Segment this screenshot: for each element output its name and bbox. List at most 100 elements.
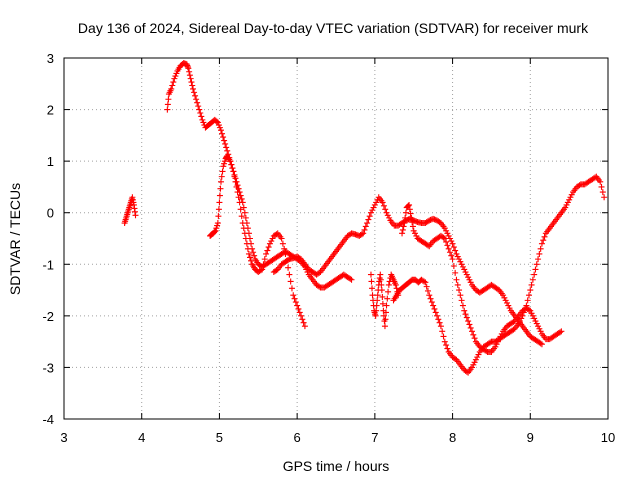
data-point: [261, 256, 268, 263]
x-tick-label: 9: [527, 430, 534, 445]
data-point: [380, 312, 387, 319]
data-point: [369, 285, 376, 292]
data-point: [164, 106, 171, 113]
data-point: [409, 223, 416, 230]
data-point: [457, 292, 464, 299]
data-point: [496, 336, 503, 343]
chart-title: Day 136 of 2024, Sidereal Day-to-day VTE…: [78, 20, 589, 36]
data-point: [454, 253, 461, 260]
data-point: [422, 279, 429, 286]
data-point: [510, 318, 517, 325]
data-point: [191, 89, 198, 96]
axis-ticks: 3 4 5 6 7 8 9 10 -4 -3 -2 -1 0 1 2 3: [42, 51, 615, 445]
data-point: [373, 307, 380, 314]
data-point: [537, 245, 544, 252]
data-point: [273, 231, 280, 238]
data-point: [592, 174, 599, 181]
data-point: [537, 340, 544, 347]
data-point: [378, 287, 385, 294]
data-point: [381, 323, 388, 330]
data-point: [446, 249, 453, 256]
data-point: [536, 250, 543, 257]
data-point: [515, 320, 522, 327]
data-point: [535, 323, 542, 330]
data-point: [273, 267, 280, 274]
data-point: [443, 238, 450, 245]
data-point: [399, 226, 406, 233]
data-point: [361, 226, 368, 233]
data-point: [444, 230, 451, 237]
data-point: [525, 306, 532, 313]
data-point: [402, 214, 409, 221]
data-point: [470, 361, 477, 368]
series-segment-1: [121, 194, 139, 227]
data-point: [463, 314, 470, 321]
data-point: [220, 134, 227, 141]
y-tick-label: 2: [47, 103, 54, 118]
data-point: [260, 261, 267, 268]
data-point: [369, 292, 376, 299]
data-point: [487, 339, 494, 346]
data-point: [532, 266, 539, 273]
data-point: [221, 137, 228, 144]
data-point: [424, 242, 431, 249]
data-point: [362, 223, 369, 230]
data-point: [450, 244, 457, 251]
data-point: [406, 201, 413, 208]
data-point: [294, 302, 301, 309]
data-point: [448, 238, 455, 245]
data-point: [221, 160, 228, 167]
y-tick-label: 1: [47, 154, 54, 169]
data-point: [564, 199, 571, 206]
data-point: [557, 329, 564, 336]
data-point: [568, 191, 575, 198]
data-point: [214, 119, 221, 126]
data-point: [379, 300, 386, 307]
data-point: [426, 292, 433, 299]
data-point: [370, 204, 377, 211]
data-point: [493, 341, 500, 348]
x-tick-label: 8: [449, 430, 456, 445]
data-point: [444, 345, 451, 352]
data-point: [218, 173, 225, 180]
data-point: [536, 325, 543, 332]
data-point: [465, 318, 472, 325]
data-point: [380, 202, 387, 209]
data-point: [213, 118, 220, 125]
data-point: [368, 278, 375, 285]
data-point: [439, 328, 446, 335]
data-point: [234, 189, 241, 196]
data-point: [529, 312, 536, 319]
data-point: [287, 278, 294, 285]
data-point: [457, 258, 464, 265]
data-point: [382, 316, 389, 323]
data-point: [450, 263, 457, 270]
x-tick-label: 5: [216, 430, 223, 445]
data-point: [298, 312, 305, 319]
data-point: [301, 323, 308, 330]
data-point: [190, 85, 197, 92]
data-point: [440, 234, 447, 241]
data-point: [371, 201, 378, 208]
data-point: [454, 281, 461, 288]
y-tick-label: 3: [47, 51, 54, 66]
data-point: [367, 271, 374, 278]
y-tick-label: -2: [42, 309, 54, 324]
data-point: [347, 275, 354, 282]
data-point: [470, 331, 477, 338]
data-point: [598, 183, 605, 190]
y-axis-label: SDTVAR / TECUs: [7, 183, 23, 295]
data-point: [188, 79, 195, 86]
data-point: [383, 209, 390, 216]
data-point: [449, 240, 456, 247]
data-point: [243, 240, 250, 247]
data-point: [217, 185, 224, 192]
data-point: [538, 240, 545, 247]
data-point: [382, 309, 389, 316]
data-point: [374, 297, 381, 304]
data-point: [424, 287, 431, 294]
data-point: [427, 295, 434, 302]
data-point: [401, 220, 408, 227]
data-point: [527, 287, 534, 294]
